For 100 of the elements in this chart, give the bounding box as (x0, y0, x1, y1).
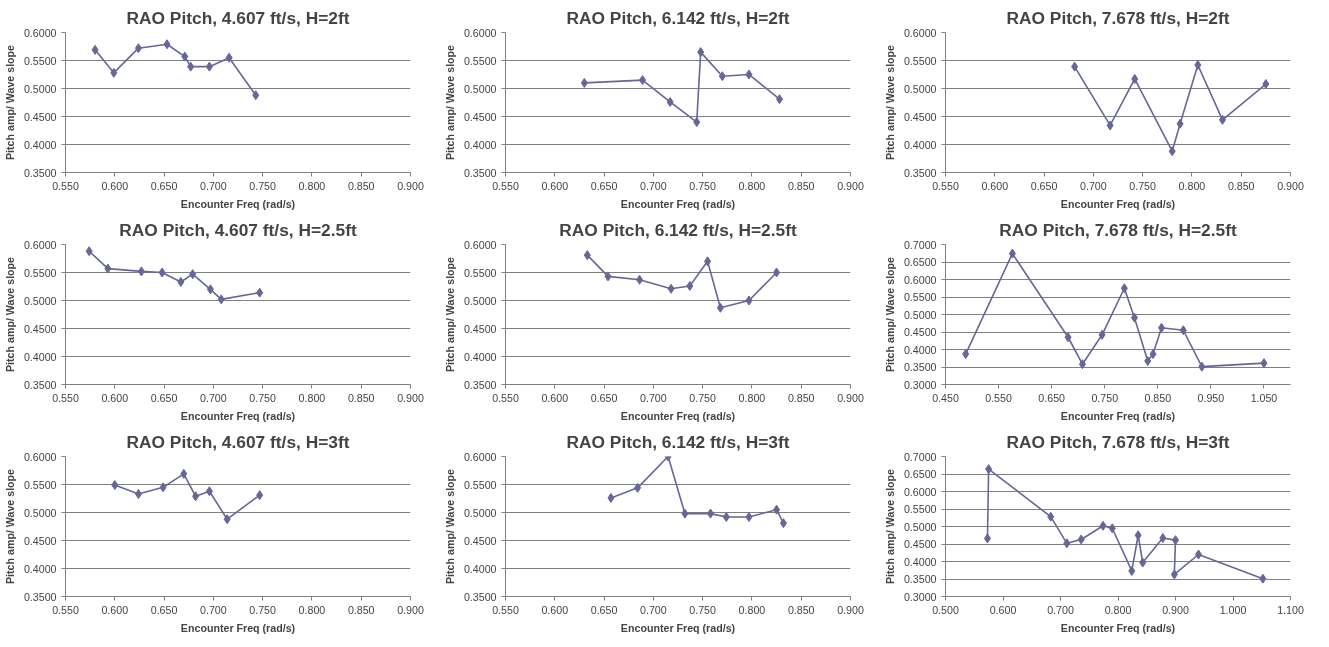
x-tick-label: 0.600 (981, 179, 1009, 192)
x-tick-label: 0.900 (1162, 603, 1189, 616)
y-tick-label: 0.3500 (23, 590, 57, 603)
x-tick-label: 0.650 (150, 391, 178, 404)
y-tick-label: 0.3500 (903, 361, 937, 373)
x-tick-label: 0.800 (738, 179, 766, 192)
x-tick-label: 0.900 (1277, 179, 1304, 192)
chart-title: RAO Pitch, 4.607 ft/s, H=3ft (126, 431, 350, 452)
x-tick-label: 0.750 (249, 391, 277, 404)
y-axis-title: Pitch amp/ Wave slope (883, 256, 896, 373)
x-axis-title: Encounter Freq (rad/s) (620, 409, 736, 422)
y-tick-label: 0.4000 (903, 343, 937, 356)
x-tick-label: 0.550 (52, 391, 79, 404)
y-axis-title: Pitch amp/ Wave slope (443, 468, 456, 585)
y-tick-label: 0.6000 (903, 26, 937, 39)
y-tick-label: 0.4500 (463, 110, 497, 123)
y-tick-label: 0.6000 (23, 238, 57, 251)
y-tick-label: 0.5000 (903, 82, 937, 95)
x-tick-label: 0.850 (347, 603, 375, 616)
y-tick-label: 0.4500 (903, 538, 937, 550)
x-tick-label: 0.850 (1144, 391, 1172, 404)
chart-title: RAO Pitch, 6.142 ft/s, H=2.5ft (559, 219, 797, 240)
y-tick-label: 0.3500 (23, 378, 57, 391)
x-tick-label: 0.750 (249, 603, 277, 616)
x-tick-label: 0.550 (52, 179, 79, 192)
y-tick-label: 0.6000 (23, 450, 57, 463)
x-tick-label: 0.700 (200, 603, 227, 616)
x-tick-label: 0.800 (738, 603, 766, 616)
x-tick-label: 0.650 (590, 603, 618, 616)
y-tick-label: 0.6000 (463, 450, 497, 463)
x-tick-label: 0.850 (787, 391, 815, 404)
y-tick-label: 0.4000 (23, 350, 57, 363)
x-tick-label: 0.900 (837, 179, 864, 192)
x-tick-label: 0.700 (1080, 179, 1107, 192)
y-tick-label: 0.5500 (463, 54, 497, 67)
y-tick-label: 0.5500 (903, 291, 937, 303)
x-tick-label: 0.600 (101, 391, 129, 404)
x-tick-label: 0.800 (738, 391, 766, 404)
y-tick-label: 0.3500 (23, 166, 57, 179)
x-tick-label: 0.600 (989, 603, 1017, 616)
y-tick-label: 0.7000 (903, 238, 937, 251)
chart-title: RAO Pitch, 6.142 ft/s, H=2ft (566, 7, 790, 28)
y-tick-label: 0.4500 (23, 322, 57, 335)
x-tick-label: 0.550 (985, 391, 1012, 404)
x-tick-label: 0.700 (1047, 603, 1074, 616)
chart-title: RAO Pitch, 7.678 ft/s, H=2ft (1006, 7, 1230, 28)
x-tick-label: 0.750 (689, 179, 717, 192)
x-axis-title: Encounter Freq (rad/s) (620, 197, 736, 210)
y-tick-label: 0.4000 (23, 138, 57, 151)
y-tick-label: 0.5500 (23, 478, 57, 491)
y-tick-label: 0.5500 (463, 266, 497, 279)
y-axis-title: Pitch amp/ Wave slope (3, 44, 16, 161)
x-tick-label: 0.850 (347, 391, 375, 404)
x-tick-label: 0.650 (150, 603, 178, 616)
y-tick-label: 0.5500 (903, 54, 937, 67)
x-tick-label: 0.650 (1038, 391, 1066, 404)
x-tick-label: 0.750 (1129, 179, 1157, 192)
x-tick-label: 0.650 (1030, 179, 1058, 192)
x-axis-title: Encounter Freq (rad/s) (1060, 409, 1176, 422)
chart-title: RAO Pitch, 6.142 ft/s, H=3ft (566, 431, 790, 452)
x-axis-title: Encounter Freq (rad/s) (1060, 197, 1176, 210)
x-tick-label: 0.800 (1104, 603, 1132, 616)
y-tick-label: 0.4000 (463, 562, 497, 575)
y-tick-label: 0.5000 (463, 294, 497, 307)
x-tick-label: 0.600 (101, 179, 129, 192)
y-tick-label: 0.4000 (23, 562, 57, 575)
y-tick-label: 0.5000 (903, 520, 937, 533)
x-axis-title: Encounter Freq (rad/s) (180, 621, 296, 634)
x-tick-label: 0.800 (298, 391, 326, 404)
x-tick-label: 0.550 (492, 391, 519, 404)
x-tick-label: 0.600 (541, 603, 569, 616)
x-tick-label: 0.650 (590, 179, 618, 192)
x-tick-label: 0.550 (52, 603, 79, 616)
y-tick-label: 0.4500 (903, 326, 937, 338)
x-tick-label: 1.050 (1250, 391, 1278, 404)
x-tick-label: 0.600 (541, 179, 569, 192)
chart-title: RAO Pitch, 4.607 ft/s, H=2.5ft (119, 219, 357, 240)
x-tick-label: 0.900 (397, 179, 424, 192)
y-tick-label: 0.6000 (903, 485, 937, 498)
x-tick-label: 0.700 (640, 179, 667, 192)
x-tick-label: 0.700 (200, 391, 227, 404)
y-tick-label: 0.4000 (463, 350, 497, 363)
y-tick-label: 0.6000 (23, 26, 57, 39)
x-tick-label: 0.550 (492, 603, 519, 616)
y-axis-title: Pitch amp/ Wave slope (443, 44, 456, 161)
y-tick-label: 0.3500 (463, 378, 497, 391)
y-tick-label: 0.4500 (463, 534, 497, 547)
y-axis-title: Pitch amp/ Wave slope (443, 256, 456, 373)
x-tick-label: 0.900 (837, 603, 864, 616)
y-tick-label: 0.6500 (903, 256, 937, 268)
x-tick-label: 0.650 (590, 391, 618, 404)
x-tick-label: 0.750 (689, 603, 717, 616)
y-axis-title: Pitch amp/ Wave slope (883, 44, 896, 161)
x-tick-label: 1.000 (1219, 603, 1247, 616)
y-tick-label: 0.3000 (903, 378, 937, 391)
y-axis-title: Pitch amp/ Wave slope (883, 468, 896, 585)
y-tick-label: 0.6000 (903, 273, 937, 286)
x-tick-label: 0.450 (932, 391, 959, 404)
x-tick-label: 0.750 (689, 391, 717, 404)
y-tick-label: 0.5500 (903, 503, 937, 515)
